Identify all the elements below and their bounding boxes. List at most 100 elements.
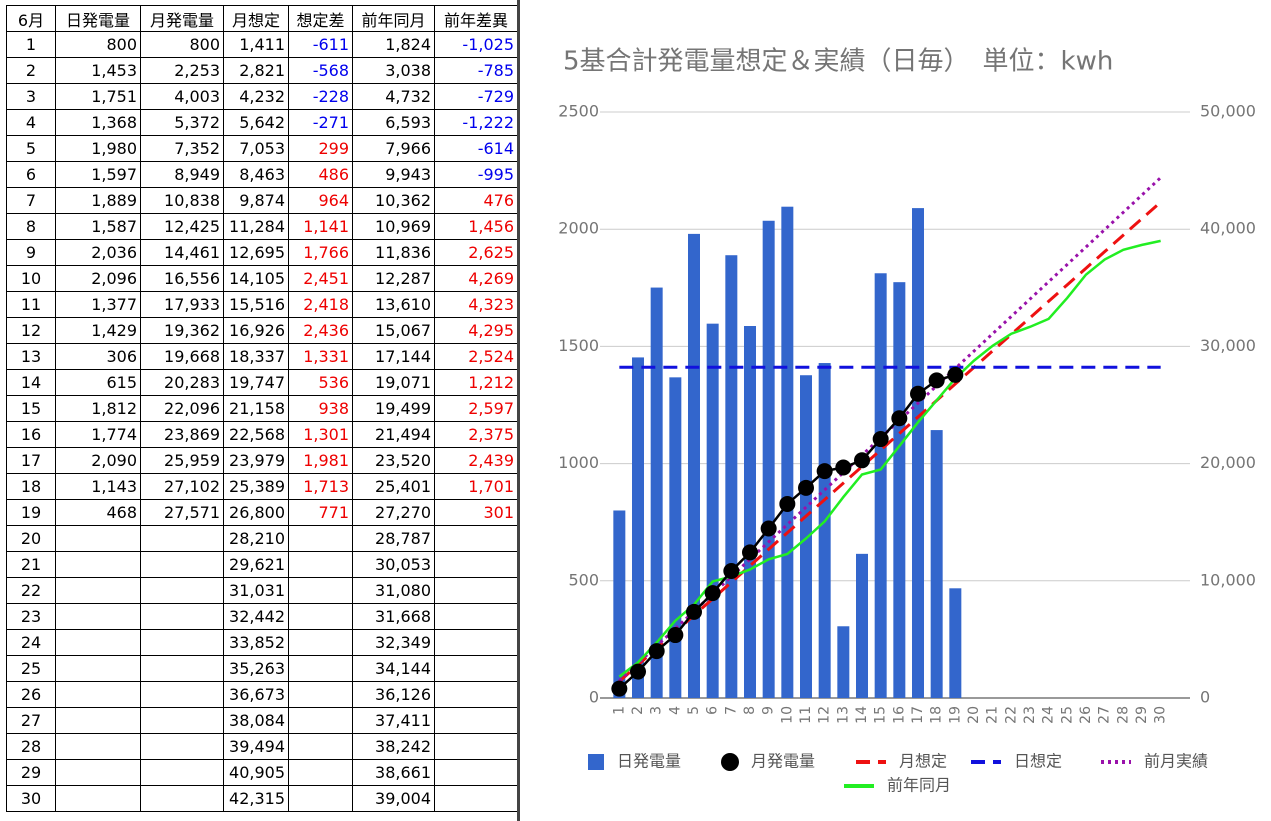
legend-label: 月想定 — [899, 752, 947, 771]
cell: 7,053 — [223, 135, 289, 162]
cell — [140, 629, 224, 656]
legend-swatch — [588, 754, 604, 770]
cell: 6,593 — [352, 109, 435, 136]
legend-label: 前月実績 — [1144, 752, 1208, 771]
cell: 306 — [55, 343, 141, 370]
x-tick-label: 12 — [817, 706, 833, 724]
cell: 1,143 — [55, 473, 141, 500]
cell: 2,524 — [434, 343, 518, 370]
day-cell: 30 — [6, 785, 56, 812]
x-tick-label: 3 — [649, 706, 665, 715]
table-row: 23 32,442 31,668 — [6, 603, 518, 630]
day-cell: 13 — [6, 343, 56, 370]
day-cell: 15 — [6, 395, 56, 422]
cell: 800 — [55, 31, 141, 58]
cell: 42,315 — [223, 785, 289, 812]
cell: 38,242 — [352, 733, 435, 760]
cell: 35,263 — [223, 655, 289, 682]
day-cell: 5 — [6, 135, 56, 162]
cell — [140, 525, 224, 552]
x-tick-label: 19 — [947, 706, 963, 724]
marker — [779, 495, 796, 512]
cell: 17,933 — [140, 291, 224, 318]
day-cell: 19 — [6, 499, 56, 526]
cell: 1,597 — [55, 161, 141, 188]
marker — [910, 385, 926, 402]
cell: -271 — [288, 109, 353, 136]
table-row: 3 1,751 4,003 4,232 -228 4,732 -729 — [6, 83, 518, 110]
cell — [140, 577, 224, 604]
cell: -568 — [288, 57, 353, 84]
marker — [872, 431, 889, 448]
table-row: 29 40,905 38,661 — [6, 759, 518, 786]
cell: 1,766 — [288, 239, 353, 266]
x-tick-label: 20 — [966, 706, 982, 724]
y2-tick-label: 30,000 — [1200, 336, 1256, 355]
cell — [140, 759, 224, 786]
marker — [686, 603, 702, 620]
cell: 1,429 — [55, 317, 141, 344]
cell — [55, 603, 141, 630]
cell: 4,295 — [434, 317, 518, 344]
x-tick-label: 26 — [1078, 706, 1094, 724]
header-cell: 前年差異 — [434, 5, 518, 32]
cell: 1,411 — [223, 31, 289, 58]
table-row: 26 36,673 36,126 — [6, 681, 518, 708]
day-cell: 28 — [6, 733, 56, 760]
day-cell: 21 — [6, 551, 56, 578]
cell: 2,439 — [434, 447, 518, 474]
table-row: 20 28,210 28,787 — [6, 525, 518, 552]
bar — [800, 375, 812, 698]
cell: 7,352 — [140, 135, 224, 162]
cell: 11,836 — [352, 239, 435, 266]
cell: 4,732 — [352, 83, 435, 110]
cell — [55, 551, 141, 578]
x-tick-label: 13 — [835, 706, 851, 724]
header-cell: 日発電量 — [55, 5, 141, 32]
day-cell: 26 — [6, 681, 56, 708]
cell: -614 — [434, 135, 518, 162]
cell: 10,362 — [352, 187, 435, 214]
cell: 1,889 — [55, 187, 141, 214]
cell: 2,597 — [434, 395, 518, 422]
cell: 301 — [434, 499, 518, 526]
cell — [55, 707, 141, 734]
cell: 26,800 — [223, 499, 289, 526]
marker — [928, 372, 945, 389]
cell — [434, 655, 518, 682]
cell: 3,038 — [352, 57, 435, 84]
cell: 27,102 — [140, 473, 224, 500]
day-cell: 6 — [6, 161, 56, 188]
cell: 2,090 — [55, 447, 141, 474]
cell: 38,661 — [352, 759, 435, 786]
table-row: 27 38,084 37,411 — [6, 707, 518, 734]
cell: 23,979 — [223, 447, 289, 474]
cell: 22,568 — [223, 421, 289, 448]
table-row: 21 29,621 30,053 — [6, 551, 518, 578]
cell — [55, 759, 141, 786]
cell: 1,774 — [55, 421, 141, 448]
cell: 10,969 — [352, 213, 435, 240]
marker — [760, 520, 777, 537]
cell — [288, 551, 353, 578]
bar — [837, 626, 850, 698]
header-row: 6月 日発電量 月発電量 月想定 想定差 前年同月 前年差異 — [6, 5, 518, 32]
cell: 16,556 — [140, 265, 224, 292]
cell: 39,494 — [223, 733, 289, 760]
cell: 32,349 — [352, 629, 435, 656]
cell: 1,980 — [55, 135, 141, 162]
legend-label: 日想定 — [1014, 752, 1062, 771]
cell: 1,713 — [288, 473, 353, 500]
cell: -729 — [434, 83, 518, 110]
cell: 8,949 — [140, 161, 224, 188]
cell: -611 — [288, 31, 353, 58]
cell: 19,499 — [352, 395, 435, 422]
bar — [818, 363, 831, 698]
x-tick-label: 1 — [611, 706, 627, 715]
legend-swatch — [721, 753, 739, 771]
cell: 25,389 — [223, 473, 289, 500]
cell: 29,621 — [223, 551, 289, 578]
cell — [288, 629, 353, 656]
day-cell: 17 — [6, 447, 56, 474]
day-cell: 2 — [6, 57, 56, 84]
